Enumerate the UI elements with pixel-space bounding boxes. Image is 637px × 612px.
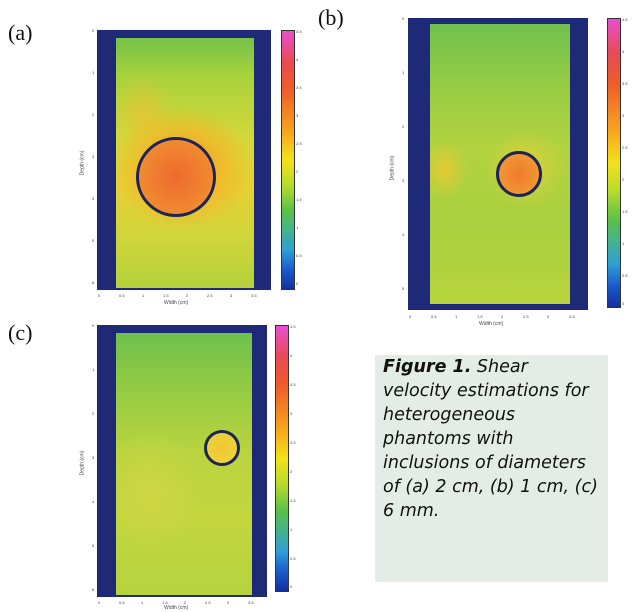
panel-c-ytick: 2: [92, 411, 95, 416]
panel-b-xtick: 2: [501, 314, 504, 319]
panel-b-xtick: 3: [547, 314, 550, 319]
panel-b-ytick: 1: [402, 70, 405, 75]
panel-a-xtick: 2: [186, 293, 189, 298]
panel-a-ytick: 6: [92, 280, 95, 285]
panel-c-xtick: 2: [184, 600, 187, 605]
panel-c-xtick: 0.5: [119, 600, 125, 605]
panel-label-a: (a): [8, 20, 33, 45]
panel-a-ytick: 3: [92, 154, 95, 159]
panel-b-ctick: 0.5: [622, 273, 628, 278]
panel-c-ctick: 0.5: [290, 556, 296, 561]
figure-label: Figure 1.: [383, 357, 472, 377]
panel-a-xtick: 1.5: [163, 293, 169, 298]
panel-a-xtick: 2.5: [207, 293, 213, 298]
panel-b-xtick: 0: [409, 314, 412, 319]
panel-c-xtick: 1: [141, 600, 144, 605]
panel-a-xtick: 0: [98, 293, 101, 298]
panel-c-xtick: 0: [98, 600, 101, 605]
panel-c-ytick: 6: [92, 587, 95, 592]
panel-c-xlabel: Width (cm): [164, 605, 189, 611]
panel-a-ctick: 0.5: [296, 253, 302, 258]
panel-a-ctick: 0: [296, 281, 299, 286]
caption-text: Shear velocity estimations for heterogen…: [383, 357, 598, 521]
panel-b-ctick: 1.5: [622, 209, 628, 214]
panel-c-ytick: 3: [92, 455, 95, 460]
panel-b-ctick: 4: [622, 49, 625, 54]
panel-a-inclusion: [136, 137, 216, 217]
panel-c-ctick: 1.5: [290, 498, 296, 503]
panel-a-ctick: 1: [296, 225, 299, 230]
panel-b-xtick: 3.5: [569, 314, 575, 319]
panel-b-ytick: 5: [402, 286, 405, 291]
panel-a-xtick: 0.5: [119, 293, 125, 298]
panel-b-ctick: 2.5: [622, 145, 628, 150]
panel-b-ctick: 0: [622, 301, 625, 306]
panel-b-ytick: 4: [402, 232, 405, 237]
panel-a-ctick: 2: [296, 169, 299, 174]
panel-a-xtick: 3: [230, 293, 233, 298]
panel-b-xtick: 1.5: [477, 314, 483, 319]
panel-c-ctick: 0: [290, 584, 293, 589]
panel-c-ylabel: Depth (cm): [79, 450, 86, 476]
panel-b-ctick: 3: [622, 113, 625, 118]
panel-b-ylabel: Depth (cm): [389, 155, 396, 181]
panel-a-xlabel: Width (cm): [164, 300, 189, 306]
panel-b-xtick: 1: [455, 314, 458, 319]
panel-c-inclusion: [204, 430, 240, 466]
panel-a-ylabel: Depth (cm): [79, 150, 86, 176]
panel-c-xtick: 3: [227, 600, 230, 605]
panel-b-colorbar: [607, 18, 621, 308]
panel-b-ytick: 0: [402, 16, 405, 21]
panel-a-ctick: 4.5: [296, 29, 302, 34]
panel-a-ytick: 1: [92, 70, 95, 75]
panel-c-ytick: 4: [92, 499, 95, 504]
panel-c-heatmap: [116, 333, 252, 595]
panel-c-ytick: 0: [92, 323, 95, 328]
panel-b-xtick: 0.5: [431, 314, 437, 319]
panel-c-xtick: 1.5: [162, 600, 168, 605]
panel-c-ctick: 1: [290, 527, 293, 532]
panel-b-ytick: 3: [402, 178, 405, 183]
panel-c-colorbar: [275, 325, 289, 592]
panel-a-ctick: 3: [296, 113, 299, 118]
panel-b-ctick: 2: [622, 177, 625, 182]
panel-a-colorbar: [281, 30, 295, 290]
panel-b-ytick: 2: [402, 124, 405, 129]
panel-a-ytick: 4: [92, 196, 95, 201]
panel-c-ctick: 3.5: [290, 382, 296, 387]
panel-c-ctick: 3: [290, 411, 293, 416]
panel-a-xtick: 1: [142, 293, 145, 298]
panel-c-xtick: 2.5: [205, 600, 211, 605]
panel-label-c: (c): [8, 320, 33, 345]
panel-c-ctick: 4: [290, 353, 293, 358]
panel-a-ytick: 2: [92, 112, 95, 117]
panel-a-ctick: 4: [296, 57, 299, 62]
panel-b-ctick: 4.5: [622, 17, 628, 22]
panel-a-ctick: 1.5: [296, 197, 302, 202]
panel-a-ctick: 2.5: [296, 141, 302, 146]
panel-c-ctick: 2.5: [290, 440, 296, 445]
panel-c-ctick: 2: [290, 469, 293, 474]
panel-a-xtick: 3.5: [251, 293, 257, 298]
panel-label-b: (b): [318, 5, 344, 30]
panel-a-ytick: 0: [92, 28, 95, 33]
panel-c-ytick: 1: [92, 367, 95, 372]
panel-b-xtick: 2.5: [523, 314, 529, 319]
figure-caption: Figure 1. Shear velocity estimations for…: [375, 355, 608, 582]
panel-a-ctick: 3.5: [296, 85, 302, 90]
panel-c-ctick: 4.5: [290, 324, 296, 329]
panel-b-xlabel: Width (cm): [479, 321, 504, 327]
panel-c-ytick: 5: [92, 543, 95, 548]
panel-b-ctick: 3.5: [622, 81, 628, 86]
panel-b-inclusion: [496, 151, 542, 197]
panel-c-xtick: 3.5: [248, 600, 254, 605]
panel-b-ctick: 1: [622, 241, 625, 246]
caption-paragraph: Figure 1. Shear velocity estimations for…: [375, 355, 608, 523]
panel-a-ytick: 5: [92, 238, 95, 243]
